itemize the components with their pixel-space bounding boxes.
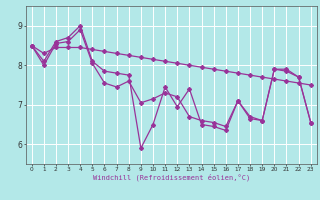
X-axis label: Windchill (Refroidissement éolien,°C): Windchill (Refroidissement éolien,°C) <box>92 174 250 181</box>
